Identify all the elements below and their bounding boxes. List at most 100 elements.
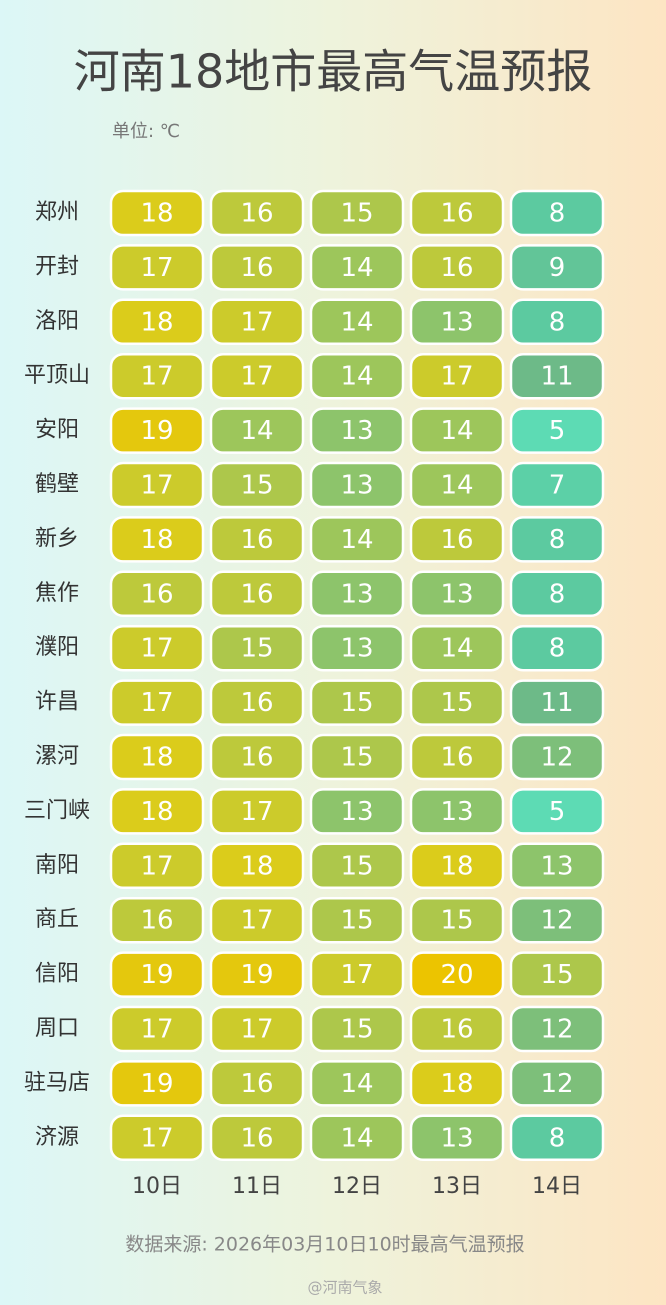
cell: [509, 624, 605, 672]
cell-value: 15: [340, 1015, 373, 1045]
column-label: 12日: [332, 1174, 382, 1199]
row-label: 三门峡: [24, 798, 90, 823]
cell: [209, 842, 305, 890]
cell-value: 13: [340, 634, 373, 664]
cell: [109, 896, 205, 944]
cell-value: 19: [140, 1069, 173, 1099]
cell: [509, 298, 605, 346]
cell-value: 11: [540, 688, 573, 718]
cell: [509, 352, 605, 400]
cell-value: 17: [140, 688, 173, 718]
row-label: 信阳: [35, 962, 79, 987]
watermark: @河南气象: [307, 1279, 382, 1297]
cell-value: 17: [140, 634, 173, 664]
cell-value: 12: [540, 906, 573, 936]
cell-value: 16: [440, 743, 473, 773]
cell: [309, 733, 405, 781]
cell: [109, 516, 205, 563]
cell: [409, 679, 505, 726]
cell: [309, 298, 405, 346]
cell: [209, 788, 305, 835]
row-label: 新乡: [35, 526, 79, 551]
cell: [409, 516, 505, 563]
row-label: 洛阳: [35, 309, 79, 334]
row-label: 南阳: [35, 853, 79, 878]
cell-value: 17: [240, 307, 273, 337]
cell: [409, 624, 505, 672]
cell-value: 15: [540, 960, 573, 990]
cell-value: 13: [440, 579, 473, 609]
cell: [209, 624, 305, 672]
cell: [209, 1114, 305, 1162]
cell: [509, 461, 605, 509]
cell-value: 19: [140, 960, 173, 990]
cell: [109, 733, 205, 781]
cell: [409, 951, 505, 998]
cell-value: 19: [140, 416, 173, 446]
cell-value: 13: [440, 797, 473, 827]
cell: [209, 352, 305, 400]
cell: [409, 244, 505, 291]
cell: [409, 896, 505, 944]
cell-value: 18: [140, 199, 173, 229]
cell: [309, 788, 405, 835]
cell: [309, 1114, 405, 1162]
cell-value: 17: [240, 362, 273, 392]
cell: [409, 1060, 505, 1107]
cell-value: 7: [549, 471, 566, 501]
row-label: 许昌: [35, 690, 79, 715]
cell-value: 18: [140, 525, 173, 555]
row-label: 驻马店: [24, 1070, 90, 1095]
cell: [409, 1114, 505, 1162]
cell: [409, 570, 505, 618]
cell: [209, 461, 305, 509]
cell-value: 14: [340, 362, 373, 392]
cell-value: 19: [240, 960, 273, 990]
row-label: 开封: [35, 254, 79, 279]
cell-value: 8: [549, 307, 566, 337]
cell: [509, 189, 605, 237]
cell-value: 13: [440, 1123, 473, 1153]
cell: [409, 788, 505, 835]
cell: [409, 461, 505, 509]
cell-value: 16: [140, 579, 173, 609]
cell-value: 16: [240, 525, 273, 555]
row-label: 商丘: [35, 907, 79, 932]
cell: [309, 896, 405, 944]
cell: [309, 352, 405, 400]
cell-value: 8: [549, 199, 566, 229]
cell-value: 8: [549, 525, 566, 555]
column-label: 13日: [432, 1174, 482, 1199]
row-label: 焦作: [35, 581, 79, 606]
cell: [409, 352, 505, 400]
cell: [109, 244, 205, 291]
cell-value: 17: [340, 960, 373, 990]
cell-value: 13: [340, 471, 373, 501]
cell-value: 16: [240, 1069, 273, 1099]
cell-value: 16: [440, 525, 473, 555]
column-label: 11日: [232, 1174, 282, 1199]
cell: [309, 1060, 405, 1107]
cell: [109, 298, 205, 346]
cell: [109, 189, 205, 237]
cell-value: 15: [240, 471, 273, 501]
cell-value: 5: [549, 416, 566, 446]
cell: [109, 407, 205, 454]
row-label: 濮阳: [35, 635, 79, 660]
cell: [109, 1005, 205, 1053]
cell: [509, 679, 605, 726]
cell-value: 13: [340, 579, 373, 609]
cell: [209, 570, 305, 618]
cell: [109, 461, 205, 509]
cell-value: 17: [440, 362, 473, 392]
cell: [209, 407, 305, 454]
row-label: 平顶山: [24, 363, 90, 388]
unit-label: 单位: ℃: [112, 121, 180, 142]
cell-value: 17: [140, 362, 173, 392]
cell: [309, 679, 405, 726]
cell: [309, 951, 405, 998]
cell: [509, 516, 605, 563]
cell: [509, 1114, 605, 1162]
cell-value: 15: [340, 906, 373, 936]
cell: [209, 951, 305, 998]
